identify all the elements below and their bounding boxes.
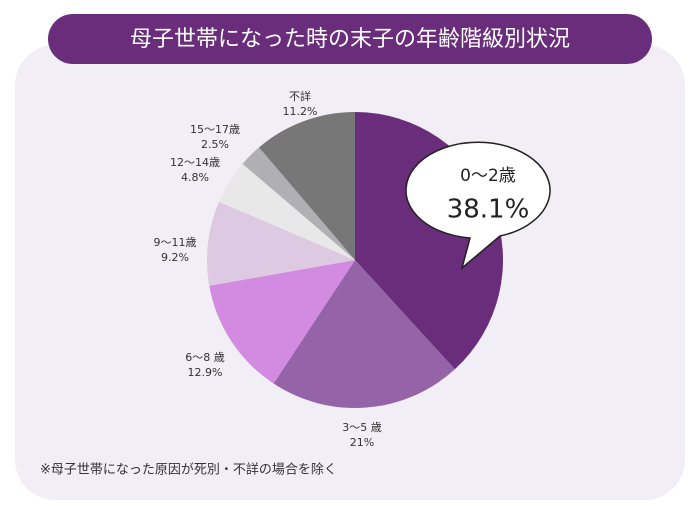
slice-category: 15～17歳 <box>190 123 240 136</box>
slice-value: 21% <box>350 436 374 449</box>
pie-slice <box>258 112 355 260</box>
footnote: ※母子世帯になった原因が死別・不詳の場合を除く <box>40 462 337 478</box>
slice-category: 3～5 歳 <box>342 421 382 434</box>
pie-slice <box>242 147 355 260</box>
callout-category: 0～2歳 <box>460 166 516 186</box>
callout-bubble <box>405 141 551 271</box>
pie-slice <box>218 163 355 260</box>
slice-value: 12.9% <box>188 366 223 379</box>
pie-slice <box>207 201 355 286</box>
slice-value: 2.5% <box>201 138 229 151</box>
pie-slice <box>209 260 355 384</box>
title-banner <box>48 14 652 64</box>
chart-title: 母子世帯になった時の末子の年齢階級別状況 <box>130 27 570 52</box>
pie-slice <box>273 260 455 409</box>
callout-value: 38.1% <box>447 195 530 225</box>
slice-category: 不詳 <box>289 89 311 103</box>
slice-category: 12～14歳 <box>170 156 220 169</box>
slice-value: 11.2% <box>283 105 318 118</box>
slice-value: 9.2% <box>161 251 189 264</box>
slice-category: 6～8 歳 <box>185 351 225 364</box>
slice-value: 4.8% <box>181 171 209 184</box>
slice-category: 9～11歳 <box>154 236 197 249</box>
